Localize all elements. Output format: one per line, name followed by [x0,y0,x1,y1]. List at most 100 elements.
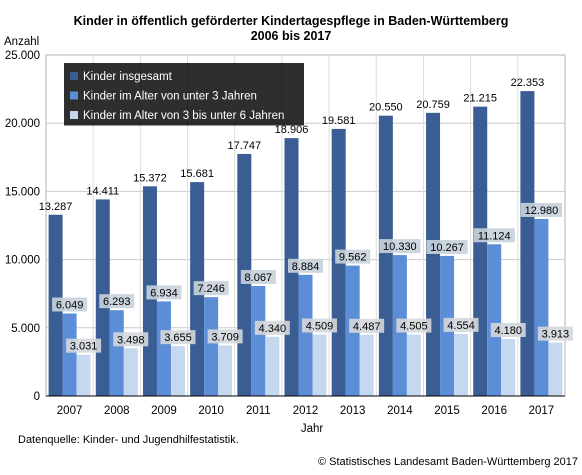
legend-entry: Kinder insgesamt [83,71,173,83]
bar [520,91,535,397]
bar [156,301,171,396]
data-label: 6.293 [103,296,131,308]
y-axis-label: Anzahl [4,36,39,48]
data-label-bg [66,338,102,353]
data-label: 11.124 [478,230,511,242]
data-label-bg [146,285,182,300]
x-tick-label: 2010 [198,405,224,417]
copyright-note: © Statistisches Landesamt Baden-Württemb… [318,456,578,468]
legend-box [64,63,304,126]
data-label: 10.330 [383,241,417,253]
data-label-bg [99,294,135,309]
bar [454,333,469,396]
y-tick-label: 15.000 [5,186,40,198]
bar [473,106,488,396]
x-tick-label: 2013 [340,405,366,417]
data-label: 18.906 [275,124,309,136]
data-label: 7.246 [197,283,225,295]
data-label: 17.747 [227,140,261,152]
data-label-bg [490,322,526,337]
data-label: 4.487 [353,321,381,333]
data-label-bg [335,249,371,264]
data-label: 22.353 [511,77,545,89]
data-label: 8.884 [292,261,320,273]
legend-entry: Kinder im Alter von unter 3 Jahren [83,91,257,103]
x-tick-label: 2014 [387,405,413,417]
data-label: 13.287 [39,201,73,213]
data-label: 15.681 [180,168,214,180]
data-label-bg [240,269,276,284]
x-tick-label: 2012 [293,405,319,417]
x-tick-label: 2016 [481,405,507,417]
legend-swatch [70,91,78,100]
legend-entry: Kinder im Alter von 3 bis unter 6 Jahren [83,110,284,122]
data-label: 4.340 [259,323,287,335]
bar [406,334,421,396]
data-label-bg [302,318,337,333]
legend-swatch [70,72,78,80]
bar [501,338,516,396]
x-tick-label: 2007 [57,405,83,417]
y-tick-label: 10.000 [5,255,40,267]
bar [76,354,91,396]
data-label: 20.550 [369,102,403,114]
data-label: 3.655 [164,332,192,344]
bars [48,91,563,397]
data-label: 14.411 [86,185,119,197]
data-label: 9.562 [339,252,367,264]
x-tick-label: 2008 [104,405,130,417]
data-label: 3.709 [211,331,239,343]
data-label-bg [160,330,196,345]
data-label: 8.067 [245,272,273,284]
bar [218,345,233,396]
data-label: 4.180 [494,325,522,337]
data-label: 4.509 [306,320,334,332]
data-label-bg [193,281,229,296]
legend-swatch [70,111,78,119]
data-label-bg [113,332,149,347]
y-tick-label: 0 [34,391,40,403]
data-label-bg [473,228,515,243]
data-label-bg [254,320,290,335]
bar [378,115,393,396]
y-tick-label: 5.000 [11,323,40,335]
x-axis-label: Jahr [301,423,324,435]
data-label-bg [379,239,421,254]
data-label-bg [396,318,432,333]
data-label: 3.031 [70,341,98,353]
bar [487,244,502,396]
y-tick-label: 20.000 [5,118,40,130]
bar [426,112,441,397]
x-tick-label: 2011 [246,405,271,417]
data-label: 10.267 [430,242,464,254]
data-source-note: Datenquelle: Kinder- und Jugendhilfestat… [18,434,239,446]
x-tick-label: 2017 [529,405,555,417]
data-labels: 13.287 6.049 3.031 14.411 6.293 3.498 15.372 6.… [39,77,573,353]
data-label: 3.913 [542,329,570,341]
legend: Kinder insgesamt Kinder im Alter von unte… [64,63,304,126]
bar [251,285,266,396]
data-label-bg [288,258,323,273]
data-label: 19.581 [322,115,356,127]
bar [109,310,124,396]
bar [170,346,185,396]
y-tick-label: 25.000 [5,50,40,62]
data-label: 20.759 [416,99,450,111]
data-label-bg [207,329,243,344]
data-label: 3.498 [117,334,145,346]
data-label-bg [52,297,88,312]
bar [204,297,219,396]
data-label-bg [443,317,479,332]
data-label-bg [520,202,563,217]
data-label: 21.215 [463,93,497,105]
data-label-bg [426,239,468,254]
data-label: 4.505 [400,321,428,333]
axes: 0 5.000 10.000 15.000 20.000 25.000 2007 2008 20… [5,50,565,417]
bar [312,334,327,396]
chart-subtitle: 2006 bis 2017 [251,29,332,43]
x-tick-label: 2015 [434,405,460,417]
bar [548,342,563,396]
data-label: 6.934 [150,287,178,299]
